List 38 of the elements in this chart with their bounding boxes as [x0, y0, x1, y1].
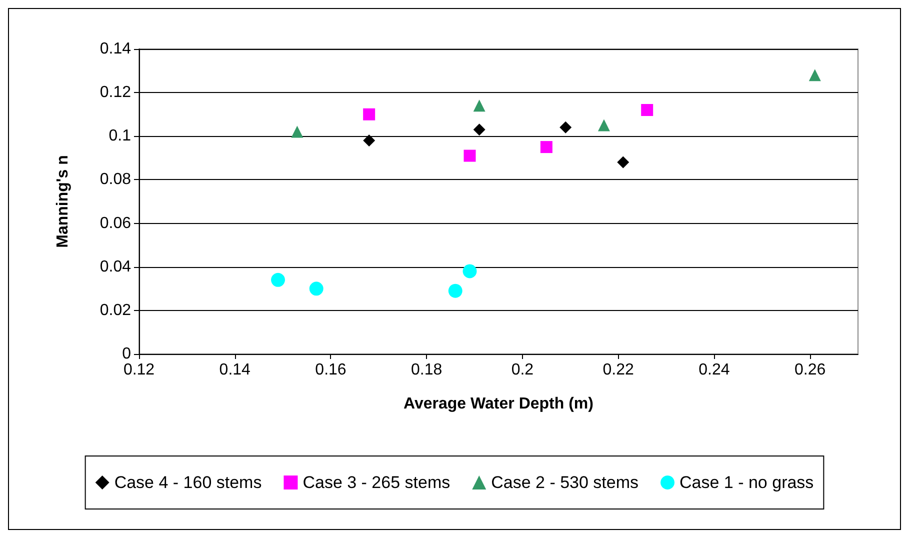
- y-tick-label: 0.12: [100, 84, 132, 102]
- point: [363, 134, 376, 146]
- x-tick-label: 0.14: [219, 362, 251, 378]
- legend-label: Case 1 - no grass: [680, 473, 814, 492]
- x-tick-label: 0.22: [602, 362, 634, 378]
- x-tick-label: 0.24: [698, 362, 730, 378]
- y-tick-label: 0.02: [100, 302, 132, 319]
- legend-label: Case 2 - 530 stems: [491, 473, 639, 492]
- y-tick-label: 0.04: [100, 258, 132, 276]
- x-tick-label: 0.2: [511, 362, 534, 378]
- point: [462, 264, 477, 278]
- x-tick-label: 0.26: [794, 362, 826, 378]
- legend-label: Case 3 - 265 stems: [302, 473, 450, 492]
- point: [473, 100, 486, 112]
- x-tick-label: 0.16: [315, 362, 346, 378]
- point: [291, 126, 304, 138]
- point: [473, 124, 486, 136]
- y-tick-label: 0.14: [100, 40, 132, 58]
- x-tick-label: 0.18: [411, 362, 442, 378]
- point: [464, 150, 476, 162]
- point: [598, 119, 610, 132]
- point: [271, 272, 286, 287]
- point: [309, 282, 324, 296]
- y-tick-label: 0: [122, 346, 132, 362]
- y-tick-label: 0.08: [100, 171, 132, 188]
- x-tick-label: 0.12: [123, 362, 155, 378]
- point: [560, 121, 572, 134]
- point: [448, 284, 462, 298]
- y-tick-label: 0.1: [108, 128, 132, 145]
- point: [363, 108, 376, 120]
- x-axis-title: Average Water Depth (m): [404, 396, 594, 412]
- y-axis-title: Manning's n: [54, 155, 72, 248]
- point: [540, 141, 552, 154]
- point: [617, 156, 630, 168]
- point: [641, 104, 654, 116]
- y-tick-label: 0.06: [100, 214, 132, 232]
- legend-label: Case 4 - 160 stems: [114, 473, 262, 492]
- point: [808, 69, 821, 82]
